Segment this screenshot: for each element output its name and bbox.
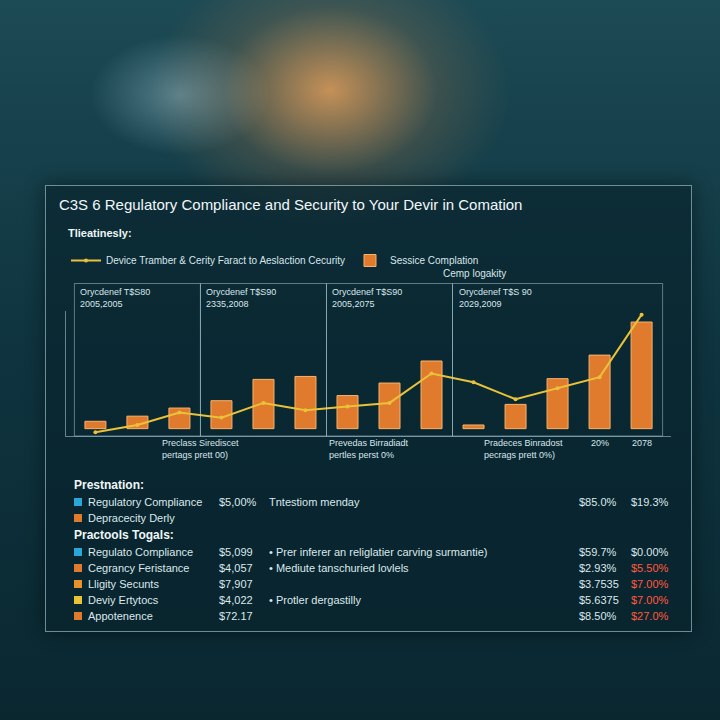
svg-text:Sessice Complation: Sessice Complation	[390, 255, 478, 266]
html-text:$4,022: $4,022	[219, 594, 253, 606]
svg-text:Pradeces Binradostpecrags pret: Pradeces Binradostpecrags prett 0%)	[484, 438, 563, 460]
html-text:Cegrancy Feristance: Cegrancy Feristance	[88, 562, 190, 574]
html-text:$27.0%: $27.0%	[631, 610, 669, 622]
html-text:Deviy Ertytocs: Deviy Ertytocs	[88, 594, 159, 606]
html-text:$0.00%: $0.00%	[631, 546, 669, 558]
svg-text:20%: 20%	[591, 438, 609, 448]
html-text:• Mediute tanschuried lovlels: • Mediute tanschuried lovlels	[269, 562, 409, 574]
svg-text:Prevedas Birradiadtpertles per: Prevedas Birradiadtpertles perst 0%	[329, 438, 409, 460]
svg-text:Preclass Sirediscetpertags pre: Preclass Sirediscetpertags prett 00)	[162, 438, 239, 460]
html-text:• Prer inferer an religlatier: • Prer inferer an religlatier carving su…	[269, 546, 488, 558]
svg-text:Orycdenef T$S 902029,2009: Orycdenef T$S 902029,2009	[459, 287, 532, 309]
html-text:Depracecity Derly: Depracecity Derly	[88, 512, 175, 524]
html-text:$59.7%: $59.7%	[579, 546, 617, 558]
html-text:$5.6375: $5.6375	[579, 594, 619, 606]
svg-text:Tlieatinesly:: Tlieatinesly:	[68, 227, 132, 239]
html-text:Appotenence: Appotenence	[88, 610, 153, 622]
svg-text:Orycdenef T$S802005,2005: Orycdenef T$S802005,2005	[80, 287, 150, 309]
html-text:$7,907: $7,907	[219, 578, 253, 590]
html-text:$3.7535: $3.7535	[579, 578, 619, 590]
html-text:$85.0%: $85.0%	[579, 496, 617, 508]
html-text:Tntestiom menday: Tntestiom menday	[269, 496, 360, 508]
svg-text:2078: 2078	[632, 438, 652, 448]
html-text:Practools Togals:: Practools Togals:	[74, 528, 174, 542]
html-text:Lligity Secunts: Lligity Secunts	[88, 578, 159, 590]
html-text:$4,057: $4,057	[219, 562, 253, 574]
html-text:$5,00%: $5,00%	[219, 496, 257, 508]
html-text:$7.00%: $7.00%	[631, 594, 669, 606]
html-text:$7.00%: $7.00%	[631, 578, 669, 590]
html-text:Prestnation:: Prestnation:	[74, 478, 144, 492]
html-text:$8.50%: $8.50%	[579, 610, 617, 622]
html-text:$5.50%: $5.50%	[631, 562, 669, 574]
html-text:Regulatory Compliance: Regulatory Compliance	[88, 496, 203, 508]
svg-text:Orycdenef T$S902335,2008: Orycdenef T$S902335,2008	[206, 287, 276, 309]
html-text:Regulato Compliance: Regulato Compliance	[88, 546, 194, 558]
html-text:• Protler dergastilly: • Protler dergastilly	[269, 594, 361, 606]
svg-text:Orycdenef T$S902005,2075: Orycdenef T$S902005,2075	[332, 287, 402, 309]
html-text:$5,099: $5,099	[219, 546, 253, 558]
html-text:$2.93%: $2.93%	[579, 562, 617, 574]
svg-text:Device Tramber & Cerity Faract: Device Tramber & Cerity Faract to Aeslac…	[106, 255, 345, 266]
svg-text:Cemp logakity: Cemp logakity	[443, 268, 506, 279]
html-text:$72.17: $72.17	[219, 610, 253, 622]
svg-text:C3S 6 Regulatory Compliance an: C3S 6 Regulatory Compliance and Security…	[59, 196, 523, 213]
html-text:$19.3%: $19.3%	[631, 496, 669, 508]
